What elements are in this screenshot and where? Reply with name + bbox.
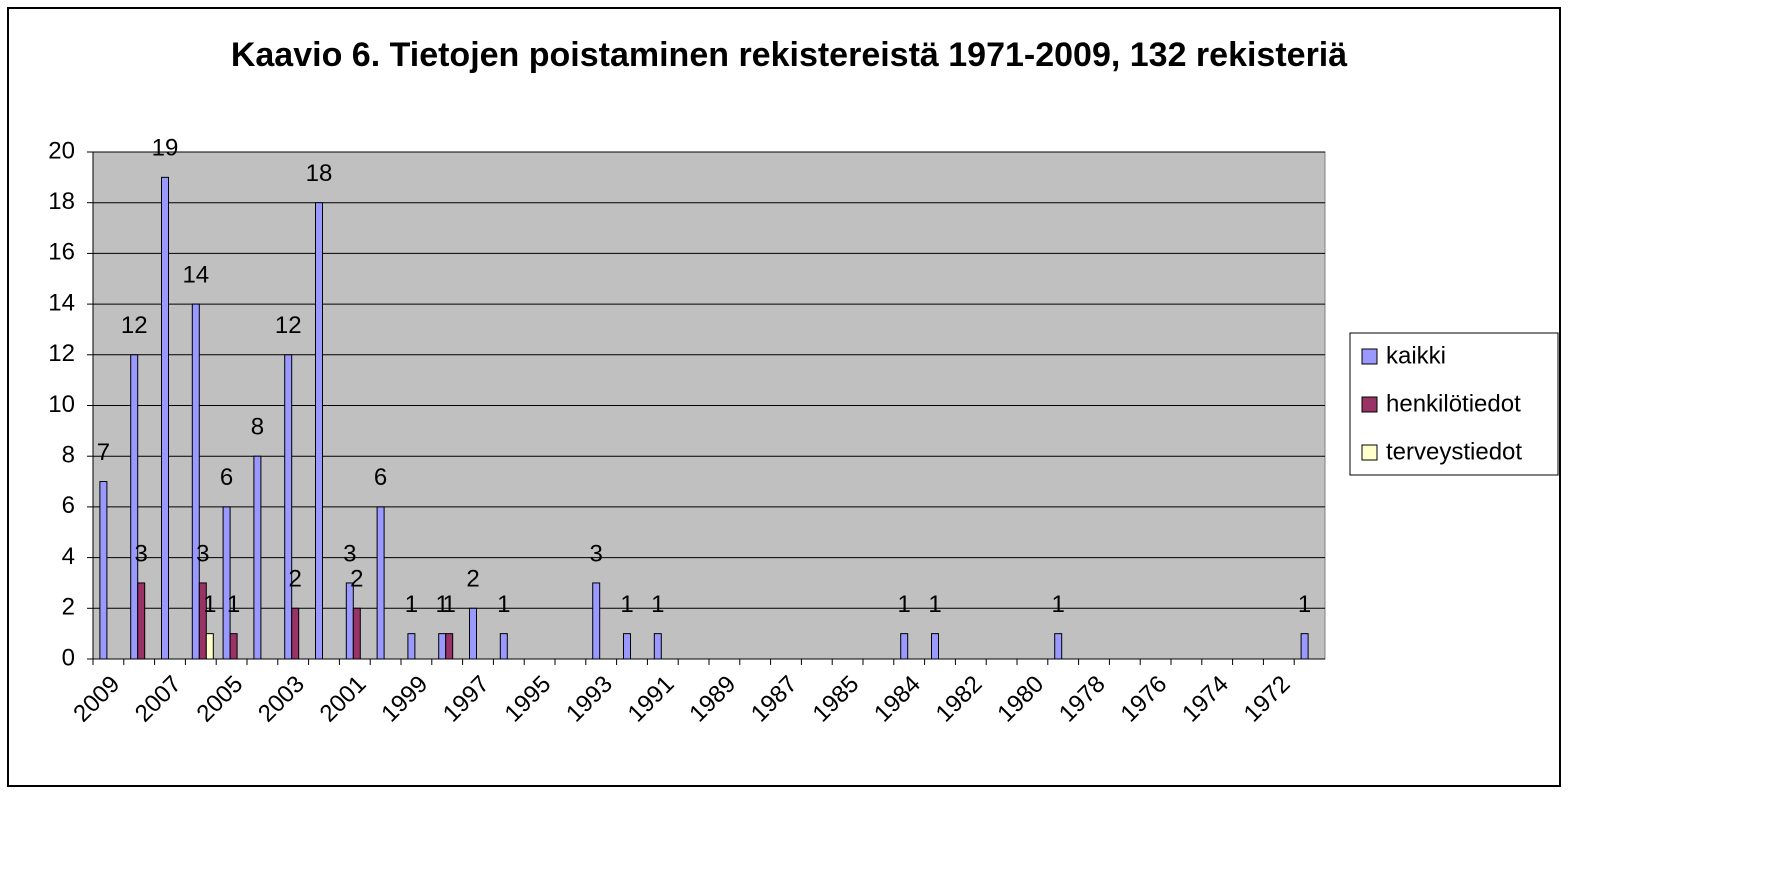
value-label: 1 [1298, 591, 1311, 618]
bar [222, 506, 231, 660]
value-label: 3 [590, 540, 603, 567]
value-label: 14 [182, 261, 209, 288]
legend-swatch [1361, 396, 1378, 413]
value-label: 1 [227, 591, 240, 618]
bar [205, 633, 214, 660]
bar [623, 633, 631, 660]
bar [1300, 633, 1309, 660]
bar [161, 176, 169, 660]
y-tick-label: 4 [62, 543, 75, 570]
bar [229, 633, 238, 660]
bar [130, 354, 139, 660]
y-tick-label: 8 [62, 442, 75, 469]
y-tick-label: 2 [62, 594, 75, 621]
value-label: 12 [275, 312, 302, 339]
value-label: 2 [466, 566, 479, 593]
value-label: 19 [152, 135, 179, 162]
value-label: 2 [350, 566, 363, 593]
bar [198, 582, 207, 660]
bar [291, 607, 300, 660]
bar [137, 582, 146, 660]
value-label: 2 [289, 566, 302, 593]
legend-box [1349, 332, 1559, 476]
value-label: 3 [196, 540, 209, 567]
legend-swatch [1361, 348, 1378, 365]
legend-label: terveystiedot [1386, 438, 1522, 465]
bar [345, 582, 354, 660]
y-tick-label: 6 [62, 492, 75, 519]
legend-label: henkilötiedot [1386, 390, 1521, 417]
value-label: 3 [343, 540, 356, 567]
legend-swatch [1361, 444, 1378, 461]
value-label: 6 [220, 464, 233, 491]
y-tick-label: 0 [62, 644, 75, 671]
value-label: 18 [306, 160, 333, 187]
value-label: 1 [203, 591, 216, 618]
bar [1054, 633, 1063, 660]
bar [445, 633, 454, 660]
bar [376, 506, 385, 660]
value-label: 1 [928, 591, 941, 618]
bar [315, 202, 323, 660]
value-label: 1 [898, 591, 911, 618]
value-label: 6 [374, 464, 387, 491]
bar [653, 633, 662, 660]
value-label: 3 [135, 540, 148, 567]
bar [438, 633, 447, 660]
y-tick-label: 12 [48, 340, 75, 367]
bar [284, 354, 293, 660]
y-tick-label: 10 [48, 391, 75, 418]
value-label: 1 [620, 591, 633, 618]
y-tick-label: 18 [48, 188, 75, 215]
value-label: 1 [405, 591, 418, 618]
bar [253, 455, 262, 660]
bar [931, 633, 939, 660]
bar [900, 633, 909, 660]
bar [469, 607, 477, 660]
value-label: 1 [1052, 591, 1065, 618]
value-label: 12 [121, 312, 148, 339]
value-label: 7 [97, 439, 110, 466]
y-tick-label: 16 [48, 239, 75, 266]
chart-title: Kaavio 6. Tietojen poistaminen rekistere… [231, 36, 1347, 74]
value-label: 1 [443, 591, 456, 618]
bar [191, 303, 200, 660]
bar [99, 481, 108, 660]
value-label: 1 [436, 591, 449, 618]
bar [352, 607, 361, 660]
bar [499, 633, 508, 660]
y-tick-label: 14 [48, 289, 75, 316]
bar [592, 582, 601, 660]
value-label: 1 [497, 591, 510, 618]
value-label: 1 [651, 591, 664, 618]
legend-label: kaikki [1386, 342, 1446, 369]
y-tick-label: 20 [48, 137, 75, 164]
bar [407, 633, 416, 660]
value-label: 8 [251, 414, 264, 441]
